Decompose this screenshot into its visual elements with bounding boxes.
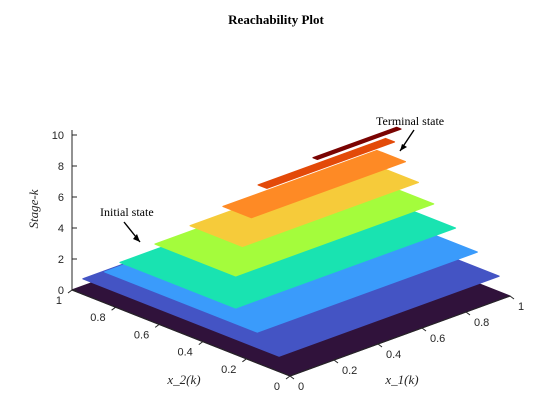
chart-title: Reachability Plot [228,12,324,27]
z-tick-label-5: 10 [52,130,64,142]
y-tick-mark-5 [67,289,73,294]
y-axis-line [71,289,291,377]
surface-layer-stage-6 [222,149,406,219]
x-tick-mark-3 [421,327,427,332]
x-tick-label-2: 0.4 [386,349,401,361]
z-tick-label-2: 4 [58,223,64,235]
initial-state-annotation: Initial state [100,205,154,219]
surface-layer-stage-7 [257,137,396,189]
x-tick-label-0: 0 [298,381,304,393]
y-tick-label-4: 0.8 [90,312,105,324]
y-tick-label-2: 0.4 [178,347,193,359]
x-axis-line [289,295,511,377]
z-tick-label-4: 8 [58,161,64,173]
axes-group [71,130,511,377]
y-tick-label-0: 0 [274,381,280,393]
x-tick-mark-5 [509,295,515,300]
terminal-state-annotation: Terminal state [376,114,444,128]
initial-state-arrowhead [133,234,140,242]
y-axis-label: x_2(k) [166,372,200,387]
x-tick-label-3: 0.6 [430,333,445,345]
x-tick-mark-4 [465,311,471,316]
x-axis-label: x_1(k) [384,372,418,387]
y-tick-mark-1 [242,358,247,363]
z-tick-label-1: 2 [58,254,64,266]
z-tick-label-0: 0 [58,285,64,297]
y-tick-label-3: 0.6 [134,329,149,341]
x-tick-label-4: 0.8 [474,317,489,329]
y-tick-mark-3 [154,323,160,328]
y-tick-mark-2 [198,341,204,346]
terminal-state-arrowhead [400,144,407,151]
surface-layers [71,126,511,377]
x-tick-label-5: 1 [518,301,524,313]
z-tick-label-3: 6 [58,192,64,204]
y-tick-label-1: 0.2 [221,364,236,376]
surface-layer-stage-8 [312,126,402,160]
x-tick-label-1: 0.2 [342,365,357,377]
y-tick-mark-0 [285,375,291,380]
x-tick-mark-0 [289,375,295,380]
x-tick-mark-2 [377,343,383,348]
x-tick-mark-1 [333,359,339,364]
y-tick-mark-4 [111,306,116,311]
y-tick-label-5: 1 [56,295,62,307]
z-axis-label: Stage-k [26,189,41,228]
